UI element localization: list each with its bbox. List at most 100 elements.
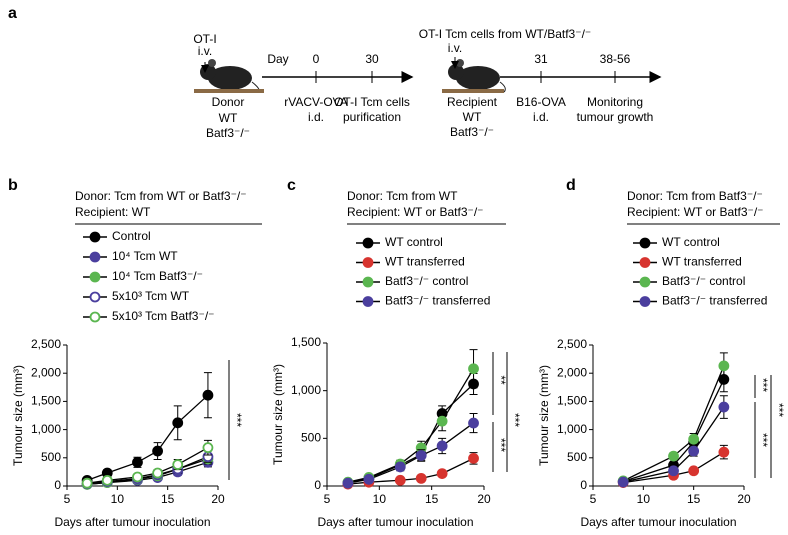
data-point [468, 363, 479, 375]
schematic-text: OT-I Tcm cells from WT/Batf3⁻/⁻ [419, 27, 591, 41]
y-tick-label: 2,500 [31, 337, 61, 351]
schematic-text: purification [343, 110, 401, 124]
header-text: Donor: Tcm from Batf3⁻/⁻ [627, 189, 763, 203]
schematic-text: OT-I Tcm cells [334, 95, 410, 109]
data-point [668, 450, 679, 462]
x-tick-label: 10 [111, 492, 125, 506]
legend-text: Batf3⁻/⁻ control [385, 274, 468, 288]
data-point [363, 473, 375, 485]
legend-marker [89, 231, 101, 243]
schematic-text: i.d. [533, 110, 549, 124]
y-tick-label: 500 [567, 450, 587, 464]
y-tick-label: 2,500 [557, 337, 587, 351]
data-point [81, 477, 93, 489]
data-point [342, 477, 354, 489]
significance-stars: *** [772, 403, 786, 417]
y-axis-label: Tumour size (mm³) [537, 365, 551, 466]
legend-marker [362, 237, 374, 249]
schematic-text: 0 [313, 52, 320, 66]
data-point [202, 442, 214, 454]
data-point [468, 417, 479, 429]
panel-label: b [8, 177, 18, 194]
significance-stars: *** [494, 438, 508, 452]
data-point [668, 465, 679, 477]
y-tick-label: 500 [41, 450, 61, 464]
header-text: Recipient: WT or Batf3⁻/⁻ [347, 205, 484, 219]
mouse-icon [194, 59, 264, 93]
y-tick-label: 1,500 [557, 394, 587, 408]
legend-marker [639, 296, 651, 307]
panel-label: d [566, 177, 576, 194]
schematic-text: Day [267, 52, 288, 66]
x-tick-label: 10 [637, 492, 651, 506]
data-point [688, 445, 700, 457]
y-axis-label: Tumour size (mm³) [271, 364, 285, 465]
schematic-text: Batf3⁻/⁻ [206, 126, 250, 140]
x-axis-label: Days after tumour inoculation [580, 515, 736, 529]
schematic-text: i.v. [198, 44, 212, 58]
schematic-text: OT-I [193, 32, 216, 46]
schematic-text: rVACV-OVA [284, 95, 348, 109]
schematic-text: Donor [212, 95, 245, 109]
y-tick-label: 2,000 [31, 365, 61, 379]
data-point [394, 474, 406, 486]
schematic-text: tumour growth [577, 110, 654, 124]
x-axis-label: Days after tumour inoculation [317, 515, 473, 529]
y-tick-label: 0 [580, 478, 587, 492]
data-point [617, 476, 629, 488]
schematic-text: WT [219, 111, 238, 125]
y-tick-label: 1,000 [557, 422, 587, 436]
data-point [101, 474, 113, 486]
legend-text: Batf3⁻/⁻ control [662, 274, 745, 288]
schematic-text: B16-OVA [516, 95, 566, 109]
header-text: Recipient: WT or Batf3⁻/⁻ [627, 205, 764, 219]
legend-text: 5x10³ Tcm WT [112, 289, 190, 303]
legend-text: Control [112, 229, 151, 243]
legend-marker [639, 276, 651, 288]
y-tick-label: 1,000 [31, 422, 61, 436]
legend-text: 10⁴ Tcm WT [112, 249, 178, 263]
series-line [347, 368, 475, 483]
x-tick-label: 15 [161, 492, 175, 506]
legend-marker [362, 276, 374, 288]
schematic-text: 38-56 [600, 52, 631, 66]
x-tick-label: 20 [477, 492, 491, 506]
legend-marker [362, 296, 374, 307]
data-point [718, 446, 730, 458]
y-tick-label: 2,000 [557, 365, 587, 379]
y-tick-label: 0 [314, 478, 321, 492]
data-point [202, 389, 214, 401]
y-tick-label: 1,000 [291, 383, 321, 397]
data-point [132, 471, 143, 483]
series-line [622, 379, 725, 483]
series-line [623, 406, 725, 483]
legend-text: WT control [662, 235, 720, 249]
legend-marker [89, 271, 101, 283]
significance-stars: *** [756, 433, 770, 447]
legend-marker [89, 291, 101, 303]
x-tick-label: 5 [590, 492, 597, 506]
data-point [415, 472, 427, 484]
x-tick-label: 15 [687, 492, 701, 506]
significance-stars: *** [508, 413, 522, 427]
legend-text: 10⁴ Tcm Batf3⁻/⁻ [112, 269, 203, 283]
data-point [172, 417, 184, 429]
header-text: Donor: Tcm from WT or Batf3⁻/⁻ [75, 189, 247, 203]
legend-text: Batf3⁻/⁻ transferred [385, 294, 490, 308]
y-tick-label: 0 [54, 478, 61, 492]
series-line [622, 365, 725, 482]
data-point [152, 467, 164, 479]
legend-text: WT control [385, 235, 443, 249]
schematic-text: i.d. [308, 110, 324, 124]
data-point [132, 456, 143, 468]
y-tick-label: 1,500 [291, 335, 321, 349]
x-tick-label: 5 [324, 492, 331, 506]
legend-text: Batf3⁻/⁻ transferred [662, 294, 767, 308]
legend-text: WT transferred [662, 255, 742, 269]
series-line [623, 451, 725, 484]
significance-stars: *** [230, 413, 244, 427]
legend-marker [639, 257, 651, 268]
data-point [436, 468, 448, 480]
data-point [436, 440, 448, 452]
